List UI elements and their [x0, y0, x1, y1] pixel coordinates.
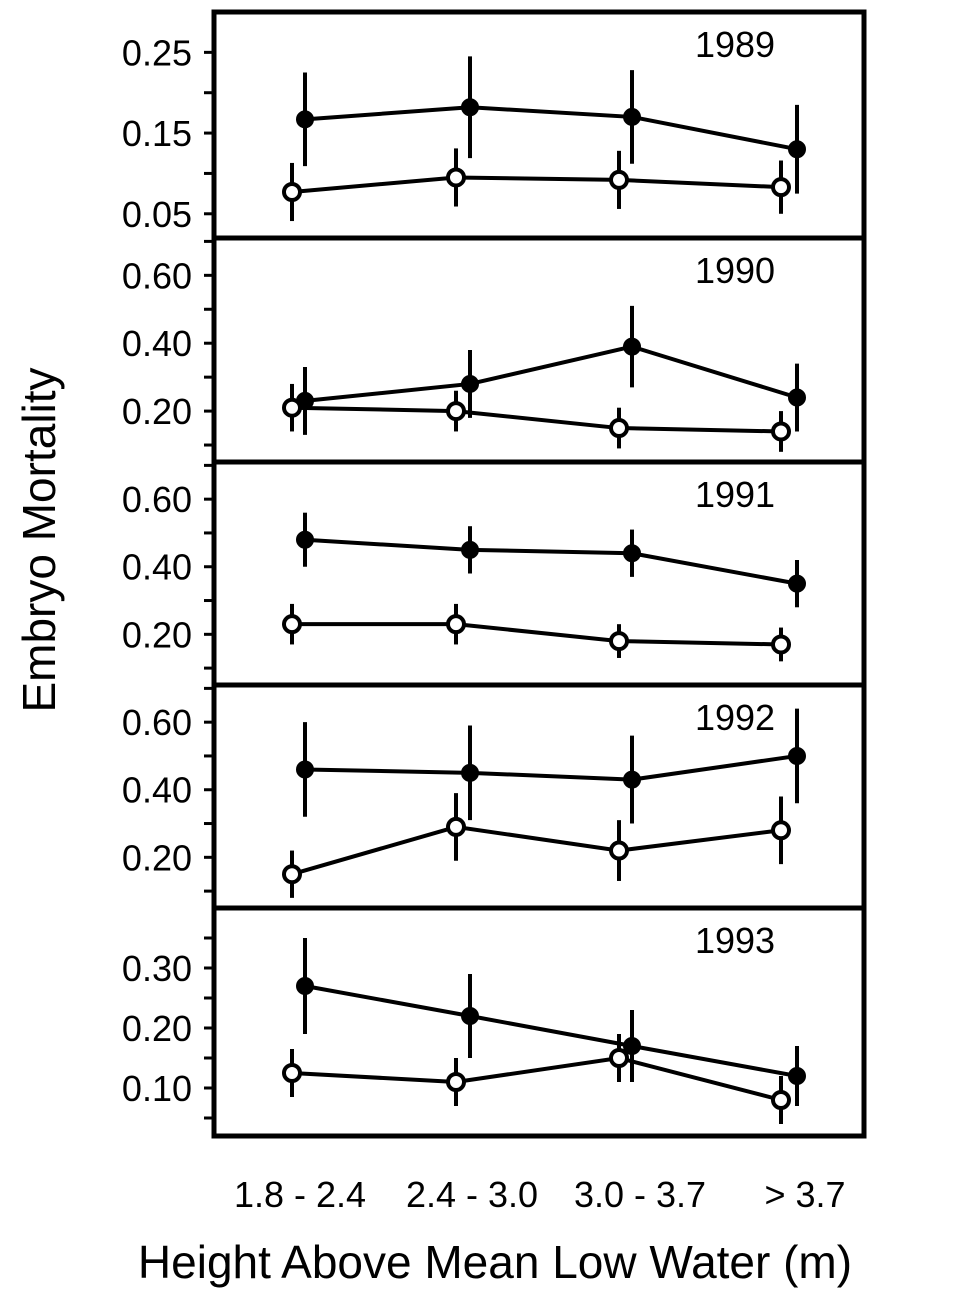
open-point: [609, 418, 629, 439]
filled-point: [296, 110, 314, 129]
open-point: [771, 1090, 791, 1110]
y-tick-label: 0.15: [122, 113, 192, 154]
panel-year-label: 1990: [695, 250, 775, 291]
y-tick-label: 0.20: [122, 1008, 192, 1049]
filled-series-line: [304, 753, 798, 782]
open-point: [282, 614, 302, 635]
panel-year-label: 1991: [695, 474, 775, 515]
y-tick-label: 0.60: [122, 479, 192, 520]
open-point: [282, 181, 302, 202]
panel-year-label: 1993: [695, 920, 775, 961]
filled-series-line: [304, 344, 798, 403]
open-series-line: [291, 405, 782, 434]
open-series-line: [291, 1055, 782, 1102]
y-tick-label: 0.20: [122, 614, 192, 655]
filled-series-line: [304, 984, 798, 1078]
panel-year-label: 1989: [695, 24, 775, 65]
open-series-line: [292, 622, 782, 647]
y-tick-label: 0.60: [122, 702, 192, 743]
open-point: [771, 820, 791, 841]
x-category-label: 3.0 - 3.7: [574, 1174, 706, 1215]
x-category-label: 1.8 - 2.4: [234, 1174, 366, 1215]
filled-point: [788, 140, 806, 159]
filled-point: [461, 374, 479, 393]
filled-point: [623, 337, 641, 356]
x-category-labels: 1.8 - 2.4 2.4 - 3.0 3.0 - 3.7 > 3.7: [234, 1174, 846, 1215]
y-tick-label: 0.40: [122, 547, 192, 588]
filled-point: [788, 746, 806, 765]
filled-point: [461, 1007, 479, 1025]
open-point: [282, 864, 302, 885]
filled-point: [788, 574, 806, 593]
y-tick-label: 0.40: [122, 770, 192, 811]
panel-1990: 0.20 0.40 0.60 1990: [122, 235, 867, 465]
filled-point: [296, 530, 314, 549]
open-point: [609, 631, 629, 652]
y-tick-label: 0.60: [122, 255, 192, 296]
filled-point: [623, 770, 641, 789]
y-tick-label: 0.05: [122, 194, 192, 235]
open-point: [771, 634, 791, 655]
open-series-line: [291, 824, 782, 877]
filled-point: [623, 544, 641, 563]
open-point: [282, 1063, 302, 1083]
panels-group: 0.05 0.15 0.25 1989 0.20 0.40 0.60 1990 0.20 0.40…: [122, 9, 867, 1139]
panel-1993: 0.10 0.20 0.30 1993: [122, 905, 867, 1139]
filled-series-line: [304, 105, 798, 152]
y-tick-label: 0.40: [122, 323, 192, 364]
filled-series-line: [304, 537, 798, 586]
filled-point: [788, 388, 806, 407]
panel-frame: [211, 905, 867, 1139]
open-point: [609, 1048, 629, 1068]
open-point: [771, 177, 791, 198]
open-point: [446, 614, 466, 635]
open-point: [446, 401, 466, 422]
open-point: [609, 169, 629, 190]
open-point: [446, 167, 466, 188]
open-point: [771, 421, 791, 442]
filled-point: [461, 763, 479, 782]
open-point: [282, 397, 302, 418]
panel-1992: 0.20 0.40 0.60 1992: [122, 682, 867, 911]
panel-1991: 0.20 0.40 0.60 1991: [122, 459, 867, 688]
y-tick-label: 0.25: [122, 32, 192, 73]
filled-point: [461, 540, 479, 559]
filled-point: [296, 977, 314, 995]
y-tick-label: 0.20: [122, 391, 192, 432]
x-category-label: 2.4 - 3.0: [406, 1174, 538, 1215]
y-axis-title: Embryo Mortality: [13, 367, 65, 712]
open-point: [446, 1072, 466, 1092]
filled-point: [296, 760, 314, 779]
y-tick-label: 0.10: [122, 1068, 192, 1109]
open-series-line: [291, 175, 782, 194]
y-tick-label: 0.30: [122, 948, 192, 989]
y-tick-label: 0.20: [122, 837, 192, 878]
panel-year-label: 1992: [695, 697, 775, 738]
filled-point: [623, 1037, 641, 1055]
x-category-label: > 3.7: [764, 1174, 845, 1215]
filled-point: [623, 107, 641, 126]
x-axis-title: Height Above Mean Low Water (m): [138, 1236, 852, 1288]
open-point: [609, 840, 629, 861]
panel-1989: 0.05 0.15 0.25 1989: [122, 9, 867, 241]
open-point: [446, 816, 466, 837]
filled-point: [788, 1067, 806, 1085]
filled-point: [461, 98, 479, 117]
